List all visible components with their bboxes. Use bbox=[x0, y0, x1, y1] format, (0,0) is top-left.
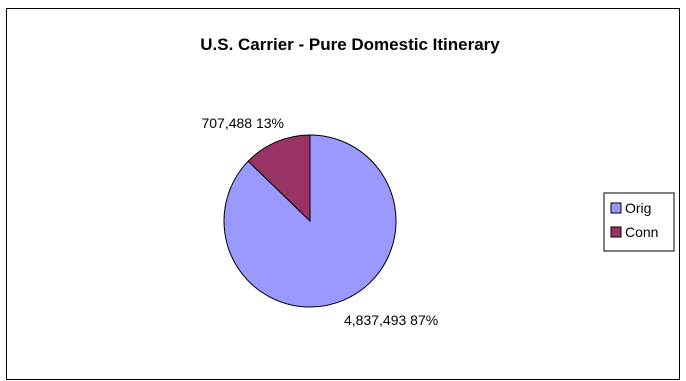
data-labels: 4,837,493 87% 707,488 13% bbox=[201, 115, 438, 328]
legend-label-conn: Conn bbox=[625, 224, 658, 240]
pie-slices bbox=[223, 134, 397, 308]
chart-title: U.S. Carrier - Pure Domestic Itinerary bbox=[200, 35, 500, 54]
legend-swatch-conn bbox=[610, 226, 622, 238]
data-label-orig: 4,837,493 87% bbox=[344, 312, 438, 328]
data-label-conn: 707,488 13% bbox=[201, 115, 284, 131]
legend-swatch-orig bbox=[610, 202, 622, 214]
pie-slice-conn bbox=[247, 134, 311, 223]
legend: Orig Conn bbox=[603, 192, 675, 252]
legend-label-orig: Orig bbox=[625, 200, 651, 216]
